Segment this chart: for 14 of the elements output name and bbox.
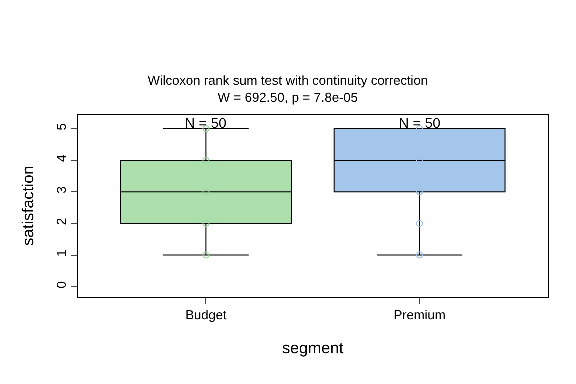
chart-title: Wilcoxon rank sum test with continuity correction — [148, 73, 428, 88]
chart-subtitle: W = 692.50, p = 7.8e-05 — [218, 90, 358, 105]
y-tick-label: 2 — [54, 218, 69, 226]
y-tick-label: 5 — [54, 123, 69, 131]
y-tick-label: 1 — [54, 250, 69, 257]
annotation: N = 50 — [399, 115, 441, 131]
y-axis-title: satisfaction — [20, 166, 38, 246]
x-axis-title: segment — [282, 340, 344, 358]
x-tick-label: Budget — [186, 308, 228, 323]
x-tick-label: Premium — [394, 308, 446, 323]
y-tick-label: 4 — [54, 154, 69, 162]
annotation: N = 50 — [185, 115, 227, 131]
y-tick-label: 0 — [54, 281, 69, 289]
y-tick-label: 3 — [54, 186, 69, 194]
